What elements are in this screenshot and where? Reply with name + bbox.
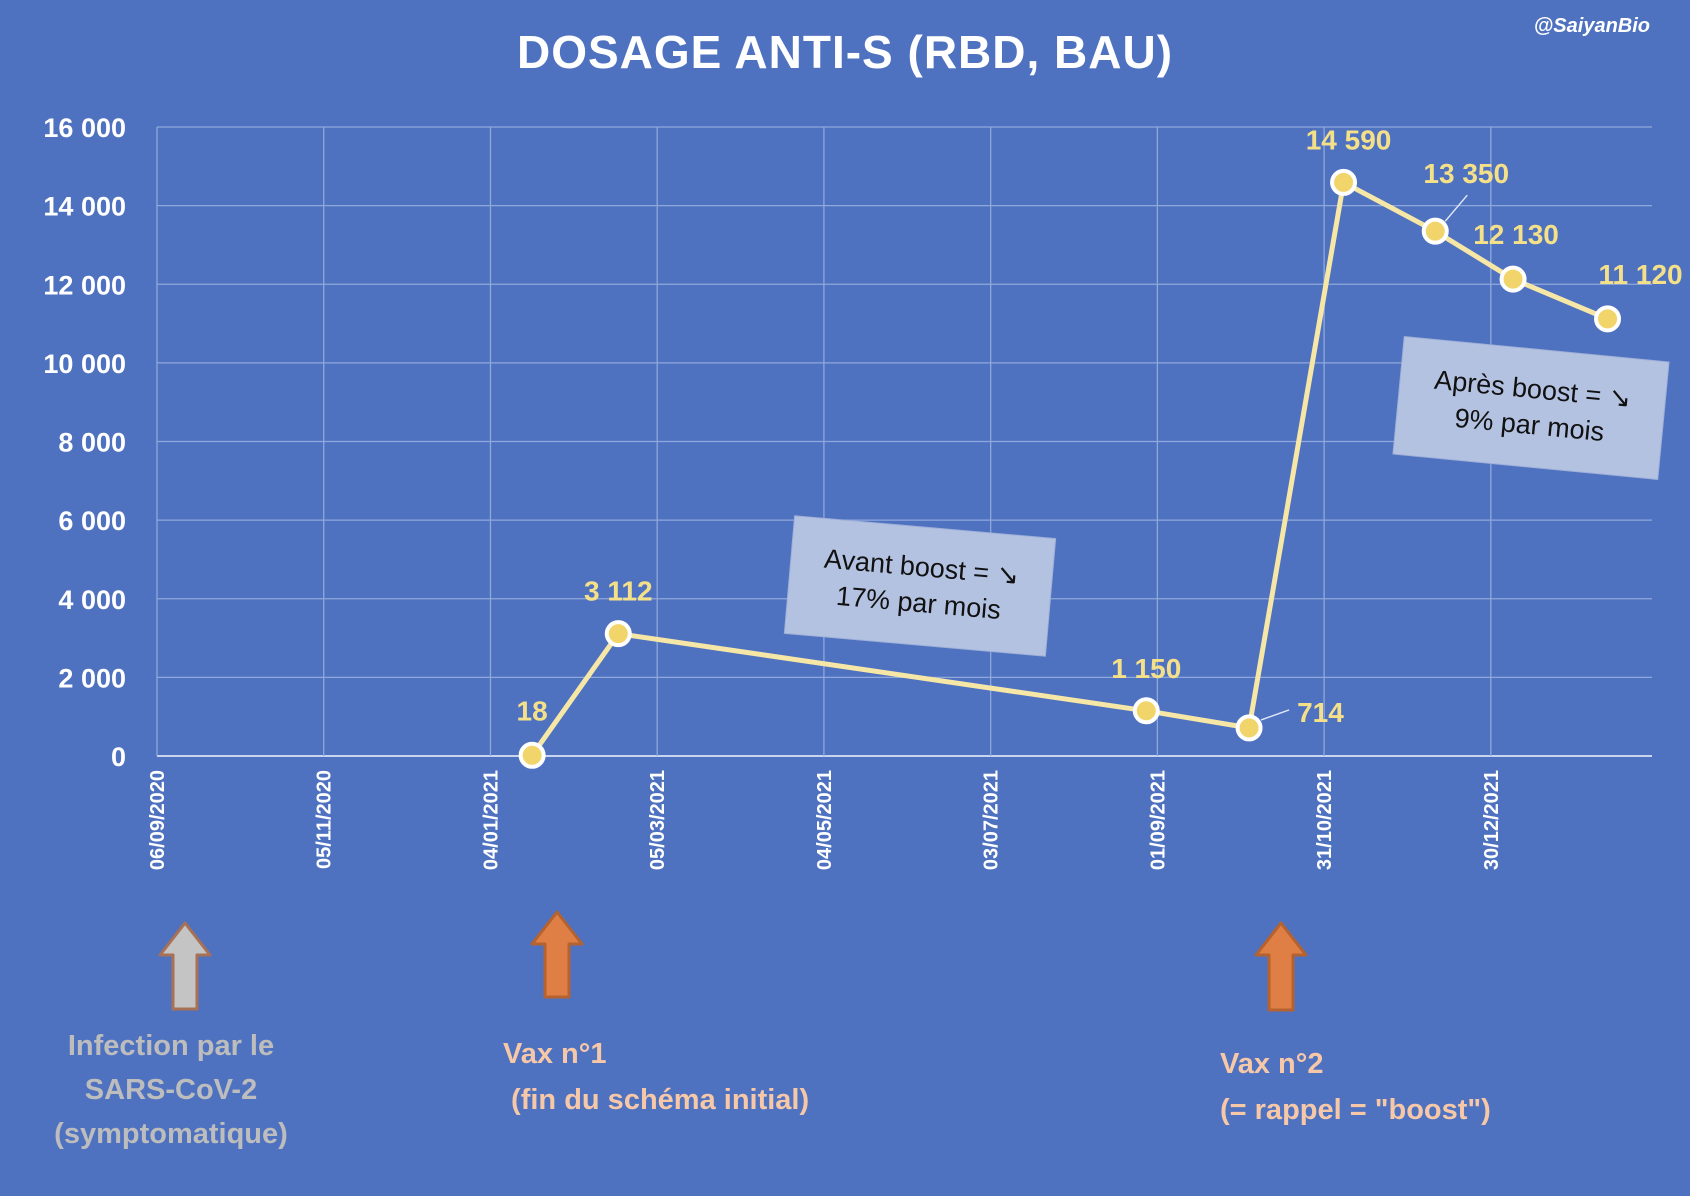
data-point: [1330, 168, 1358, 196]
y-tick-label: 4 000: [58, 585, 126, 615]
event-label-line: (symptomatique): [54, 1118, 288, 1150]
leader-line: [1444, 194, 1468, 222]
x-tick-label: 05/11/2020: [314, 770, 336, 869]
data-labels: 18 3 112 1 150 714 14 590 13 350 12 130 11 120: [517, 124, 1683, 728]
x-axis: 06/09/2020 05/11/2020 04/01/2021 05/03/2021…: [147, 770, 1503, 870]
x-tick-label: 04/01/2021: [480, 770, 502, 870]
y-tick-label: 8 000: [58, 428, 126, 458]
event-label-line: (fin du schéma initial): [503, 1084, 809, 1116]
data-label: 18: [517, 695, 548, 726]
data-point: [1421, 217, 1449, 245]
y-axis: 0 2 000 4 000 6 000 8 000 10 000 12 000 14 000 1…: [43, 113, 126, 772]
leader-line: [1260, 709, 1290, 721]
event-label-line: (= rappel = "boost"): [1220, 1094, 1491, 1126]
x-tick-label: 04/05/2021: [814, 770, 836, 870]
series-polyline: [530, 179, 1609, 757]
annotation-bg: [1392, 335, 1670, 481]
data-label: 11 120: [1599, 259, 1683, 290]
data-point: [1499, 265, 1527, 293]
data-point: [1235, 714, 1263, 742]
x-tick-label: 06/09/2020: [147, 770, 169, 870]
event-label-line: Vax n°2: [1220, 1048, 1324, 1080]
annotation-box: Avant boost = ↘17% par mois: [783, 515, 1057, 657]
x-tick-label: 31/10/2021: [1314, 770, 1336, 870]
data-label: 1 150: [1111, 653, 1181, 684]
data-point: [518, 741, 546, 769]
data-label: 3 112: [584, 576, 653, 607]
x-tick-label: 01/09/2021: [1147, 770, 1169, 870]
y-tick-label: 2 000: [58, 663, 126, 693]
y-tick-label: 0: [111, 742, 126, 772]
y-tick-label: 16 000: [43, 113, 126, 143]
x-tick-label: 05/03/2021: [647, 770, 669, 870]
data-label: 714: [1297, 697, 1344, 728]
up-arrow-orange-icon: [530, 910, 584, 999]
y-tick-label: 6 000: [58, 506, 126, 536]
event-label-line: SARS-CoV-2: [85, 1074, 257, 1106]
event-label-line: Infection par le: [68, 1030, 274, 1062]
series-line: [518, 168, 1622, 769]
y-tick-label: 12 000: [43, 270, 126, 300]
grid: [156, 126, 1652, 757]
data-label: 14 590: [1306, 124, 1392, 155]
data-label: 12 130: [1473, 219, 1559, 250]
data-point: [1132, 697, 1160, 725]
annotation-box: Après boost = ↘9% par mois: [1392, 335, 1670, 481]
annotation-bg: [783, 515, 1057, 657]
author-handle: @SaiyanBio: [1534, 15, 1650, 37]
chart-title: DOSAGE ANTI-S (RBD, BAU): [517, 26, 1173, 78]
up-arrow-orange-icon: [1254, 921, 1308, 1012]
x-tick-label: 30/12/2021: [1481, 770, 1503, 870]
data-label: 13 350: [1423, 158, 1509, 189]
event-label-line: Vax n°1: [503, 1038, 607, 1070]
annotations: Avant boost = ↘17% par mois Après boost =…: [783, 335, 1670, 657]
y-tick-label: 10 000: [43, 349, 126, 379]
x-tick-label: 03/07/2021: [981, 770, 1003, 870]
event-markers: Infection par le SARS-CoV-2 (symptomatique…: [54, 910, 1491, 1150]
data-point: [1594, 305, 1622, 333]
up-arrow-grey-icon: [158, 921, 212, 1011]
data-point: [604, 620, 632, 648]
y-tick-label: 14 000: [43, 192, 126, 222]
